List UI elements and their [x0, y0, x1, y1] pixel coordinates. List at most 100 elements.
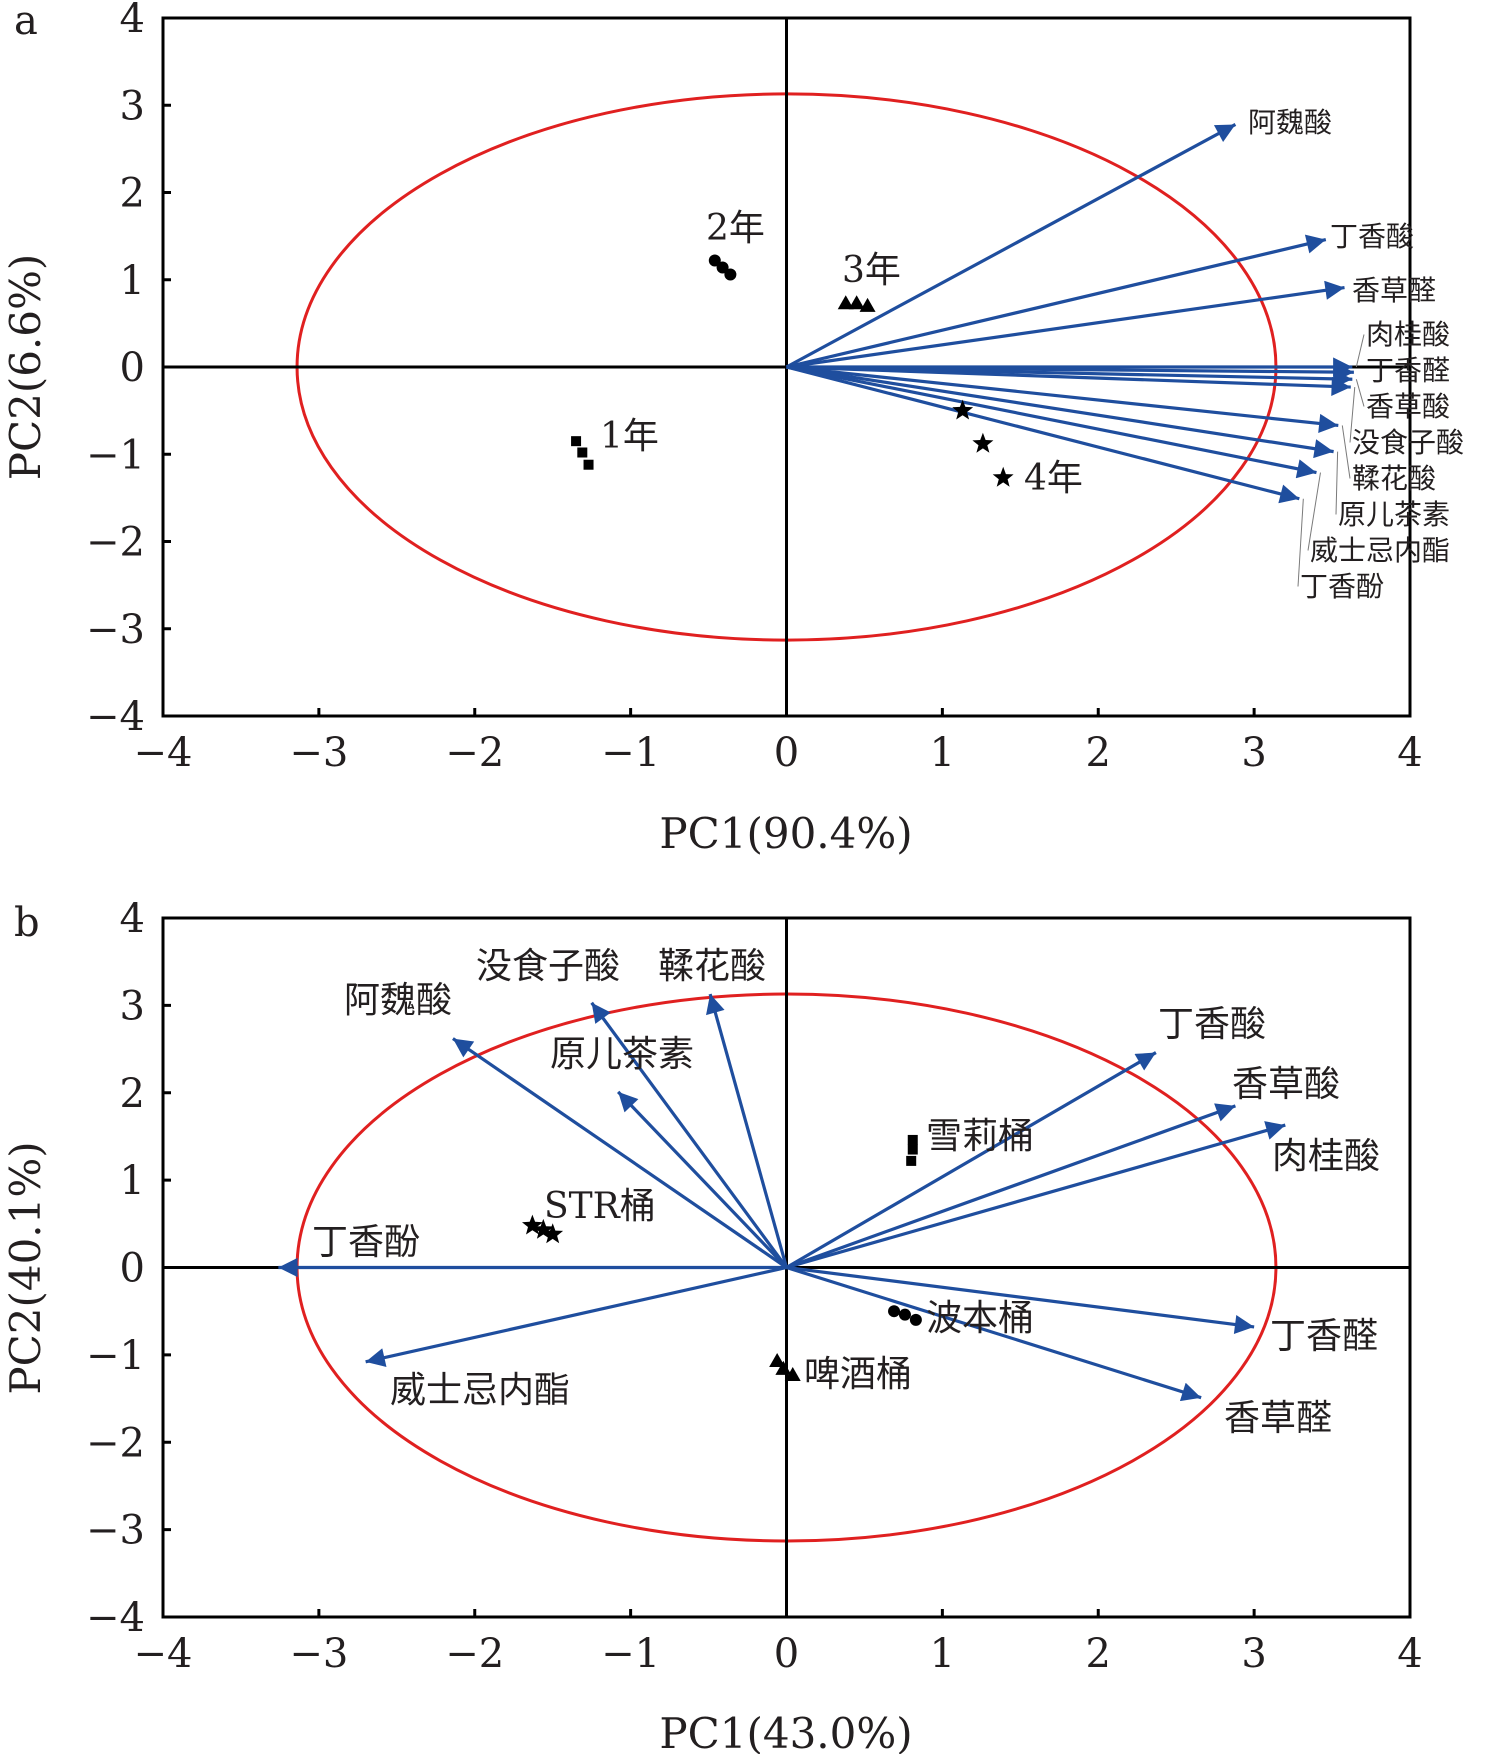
loading-label: 香草酸 [1232, 1064, 1340, 1105]
x-tick-label: −4 [134, 1631, 193, 1677]
loading-arrow [786, 1121, 1286, 1270]
panel-a-x-axis-title: PC1(90.4%) [659, 809, 912, 858]
loading-arrow [786, 365, 1339, 433]
sample-point-circle [888, 1305, 901, 1318]
x-tick-label: 1 [930, 730, 955, 776]
y-tick-label: 0 [120, 345, 145, 391]
loading-arrow [785, 123, 1237, 369]
loading-arrow [452, 1037, 788, 1269]
y-tick-label: 3 [120, 983, 145, 1029]
panel-b-y-axis-title: PC2(40.1%) [1, 1141, 50, 1394]
sample-point-triangle [775, 1360, 792, 1375]
sample-point-star [972, 432, 994, 453]
loading-arrow [616, 1090, 788, 1269]
y-tick-label: 1 [120, 1158, 145, 1204]
panel-a-label-leaders [1297, 334, 1365, 587]
x-tick-label: −2 [445, 730, 504, 776]
sample-point-circle [724, 268, 737, 281]
group-label: 啤酒桶 [804, 1354, 912, 1395]
panel-b-label: b [14, 900, 40, 946]
loading-arrow [590, 1001, 788, 1269]
panel-a-points [571, 254, 1014, 487]
y-tick-label: −1 [86, 1333, 145, 1379]
sample-point-star [992, 466, 1014, 487]
y-tick-label: 2 [120, 171, 145, 217]
loading-label: 香草醛 [1352, 274, 1436, 307]
panel-a-label: a [14, 0, 38, 44]
sample-point-star [542, 1223, 564, 1244]
x-tick-label: 0 [774, 730, 799, 776]
loading-arrow [786, 365, 1351, 396]
loading-label: 香草醛 [1224, 1398, 1332, 1439]
loading-label: 丁香醛 [1366, 354, 1450, 387]
loading-label: 香草酸 [1366, 390, 1450, 423]
x-tick-label: −1 [601, 730, 660, 776]
loading-label: 肉桂酸 [1366, 318, 1450, 351]
y-tick-label: −3 [86, 607, 145, 653]
loading-arrow [786, 365, 1334, 459]
sample-point-star [952, 399, 974, 420]
sample-point-triangle [837, 295, 854, 310]
panel-a-loadings [785, 123, 1354, 504]
x-tick-label: −2 [445, 1631, 504, 1677]
sample-point-triangle [848, 295, 865, 310]
loading-arrow [365, 1265, 787, 1368]
label-leader-line [1355, 379, 1365, 407]
panel-a-x-ticks: −4 −3 −2 −1 0 1 2 3 4 [134, 708, 1423, 776]
loading-arrow [785, 1051, 1157, 1269]
sample-point-triangle [859, 297, 876, 312]
y-tick-label: −4 [86, 694, 145, 740]
sample-point-star [522, 1214, 543, 1235]
panel-b-points [522, 1134, 922, 1381]
y-tick-label: 1 [120, 258, 145, 304]
group-label: 波本桶 [926, 1298, 1034, 1339]
y-tick-label: 2 [120, 1071, 145, 1117]
panel-a-y-ticks: 4 3 2 1 0 −1 −2 −3 −4 [86, 0, 171, 740]
y-tick-label: 4 [120, 0, 145, 42]
x-tick-label: −3 [289, 1631, 348, 1677]
panel-a-y-axis-title: PC2(6.6%) [1, 254, 50, 481]
y-tick-label: −1 [86, 432, 145, 478]
group-label: 1年 [600, 416, 659, 457]
label-leader-line [1341, 425, 1351, 479]
panel-b-y-ticks: 4 3 2 1 0 −1 −2 −3 −4 [86, 896, 171, 1641]
sample-point-square [577, 447, 588, 458]
label-leader-line [1335, 451, 1339, 515]
loading-arrow [786, 280, 1345, 369]
loading-label: 鞣花酸 [658, 946, 766, 987]
sample-point-square [571, 436, 582, 447]
loading-label: 原儿茶素 [1338, 498, 1450, 531]
loading-label: 肉桂酸 [1272, 1136, 1380, 1177]
loading-label: 鞣花酸 [1352, 462, 1436, 495]
panel-b-x-ticks: −4 −3 −2 −1 0 1 2 3 4 [134, 1609, 1423, 1677]
label-leader-line [1349, 387, 1356, 443]
y-tick-label: −3 [86, 1508, 145, 1554]
loading-arrow [786, 365, 1300, 504]
x-tick-label: −4 [134, 730, 193, 776]
y-tick-label: 3 [120, 83, 145, 129]
loading-arrow [786, 234, 1327, 369]
x-tick-label: −3 [289, 730, 348, 776]
x-tick-label: 1 [930, 1631, 955, 1677]
loading-label: 没食子酸 [476, 946, 620, 987]
x-tick-label: 2 [1086, 730, 1111, 776]
loading-label: 原儿茶素 [550, 1034, 694, 1075]
loading-label: 丁香酸 [1158, 1004, 1266, 1045]
group-label: 2年 [706, 208, 765, 249]
sample-point-square [906, 1155, 917, 1166]
loading-arrow [786, 365, 1317, 479]
x-tick-label: 0 [774, 1631, 799, 1677]
label-leader-line [1307, 472, 1321, 551]
loading-arrow [785, 1103, 1236, 1270]
sample-point-square [583, 459, 594, 470]
loading-label: 威士忌内酯 [390, 1370, 570, 1411]
y-tick-label: −4 [86, 1595, 145, 1641]
sample-point-circle [716, 261, 729, 274]
loading-label: 丁香酸 [1330, 220, 1414, 253]
y-tick-label: −2 [86, 1420, 145, 1466]
y-tick-label: 4 [120, 896, 145, 942]
